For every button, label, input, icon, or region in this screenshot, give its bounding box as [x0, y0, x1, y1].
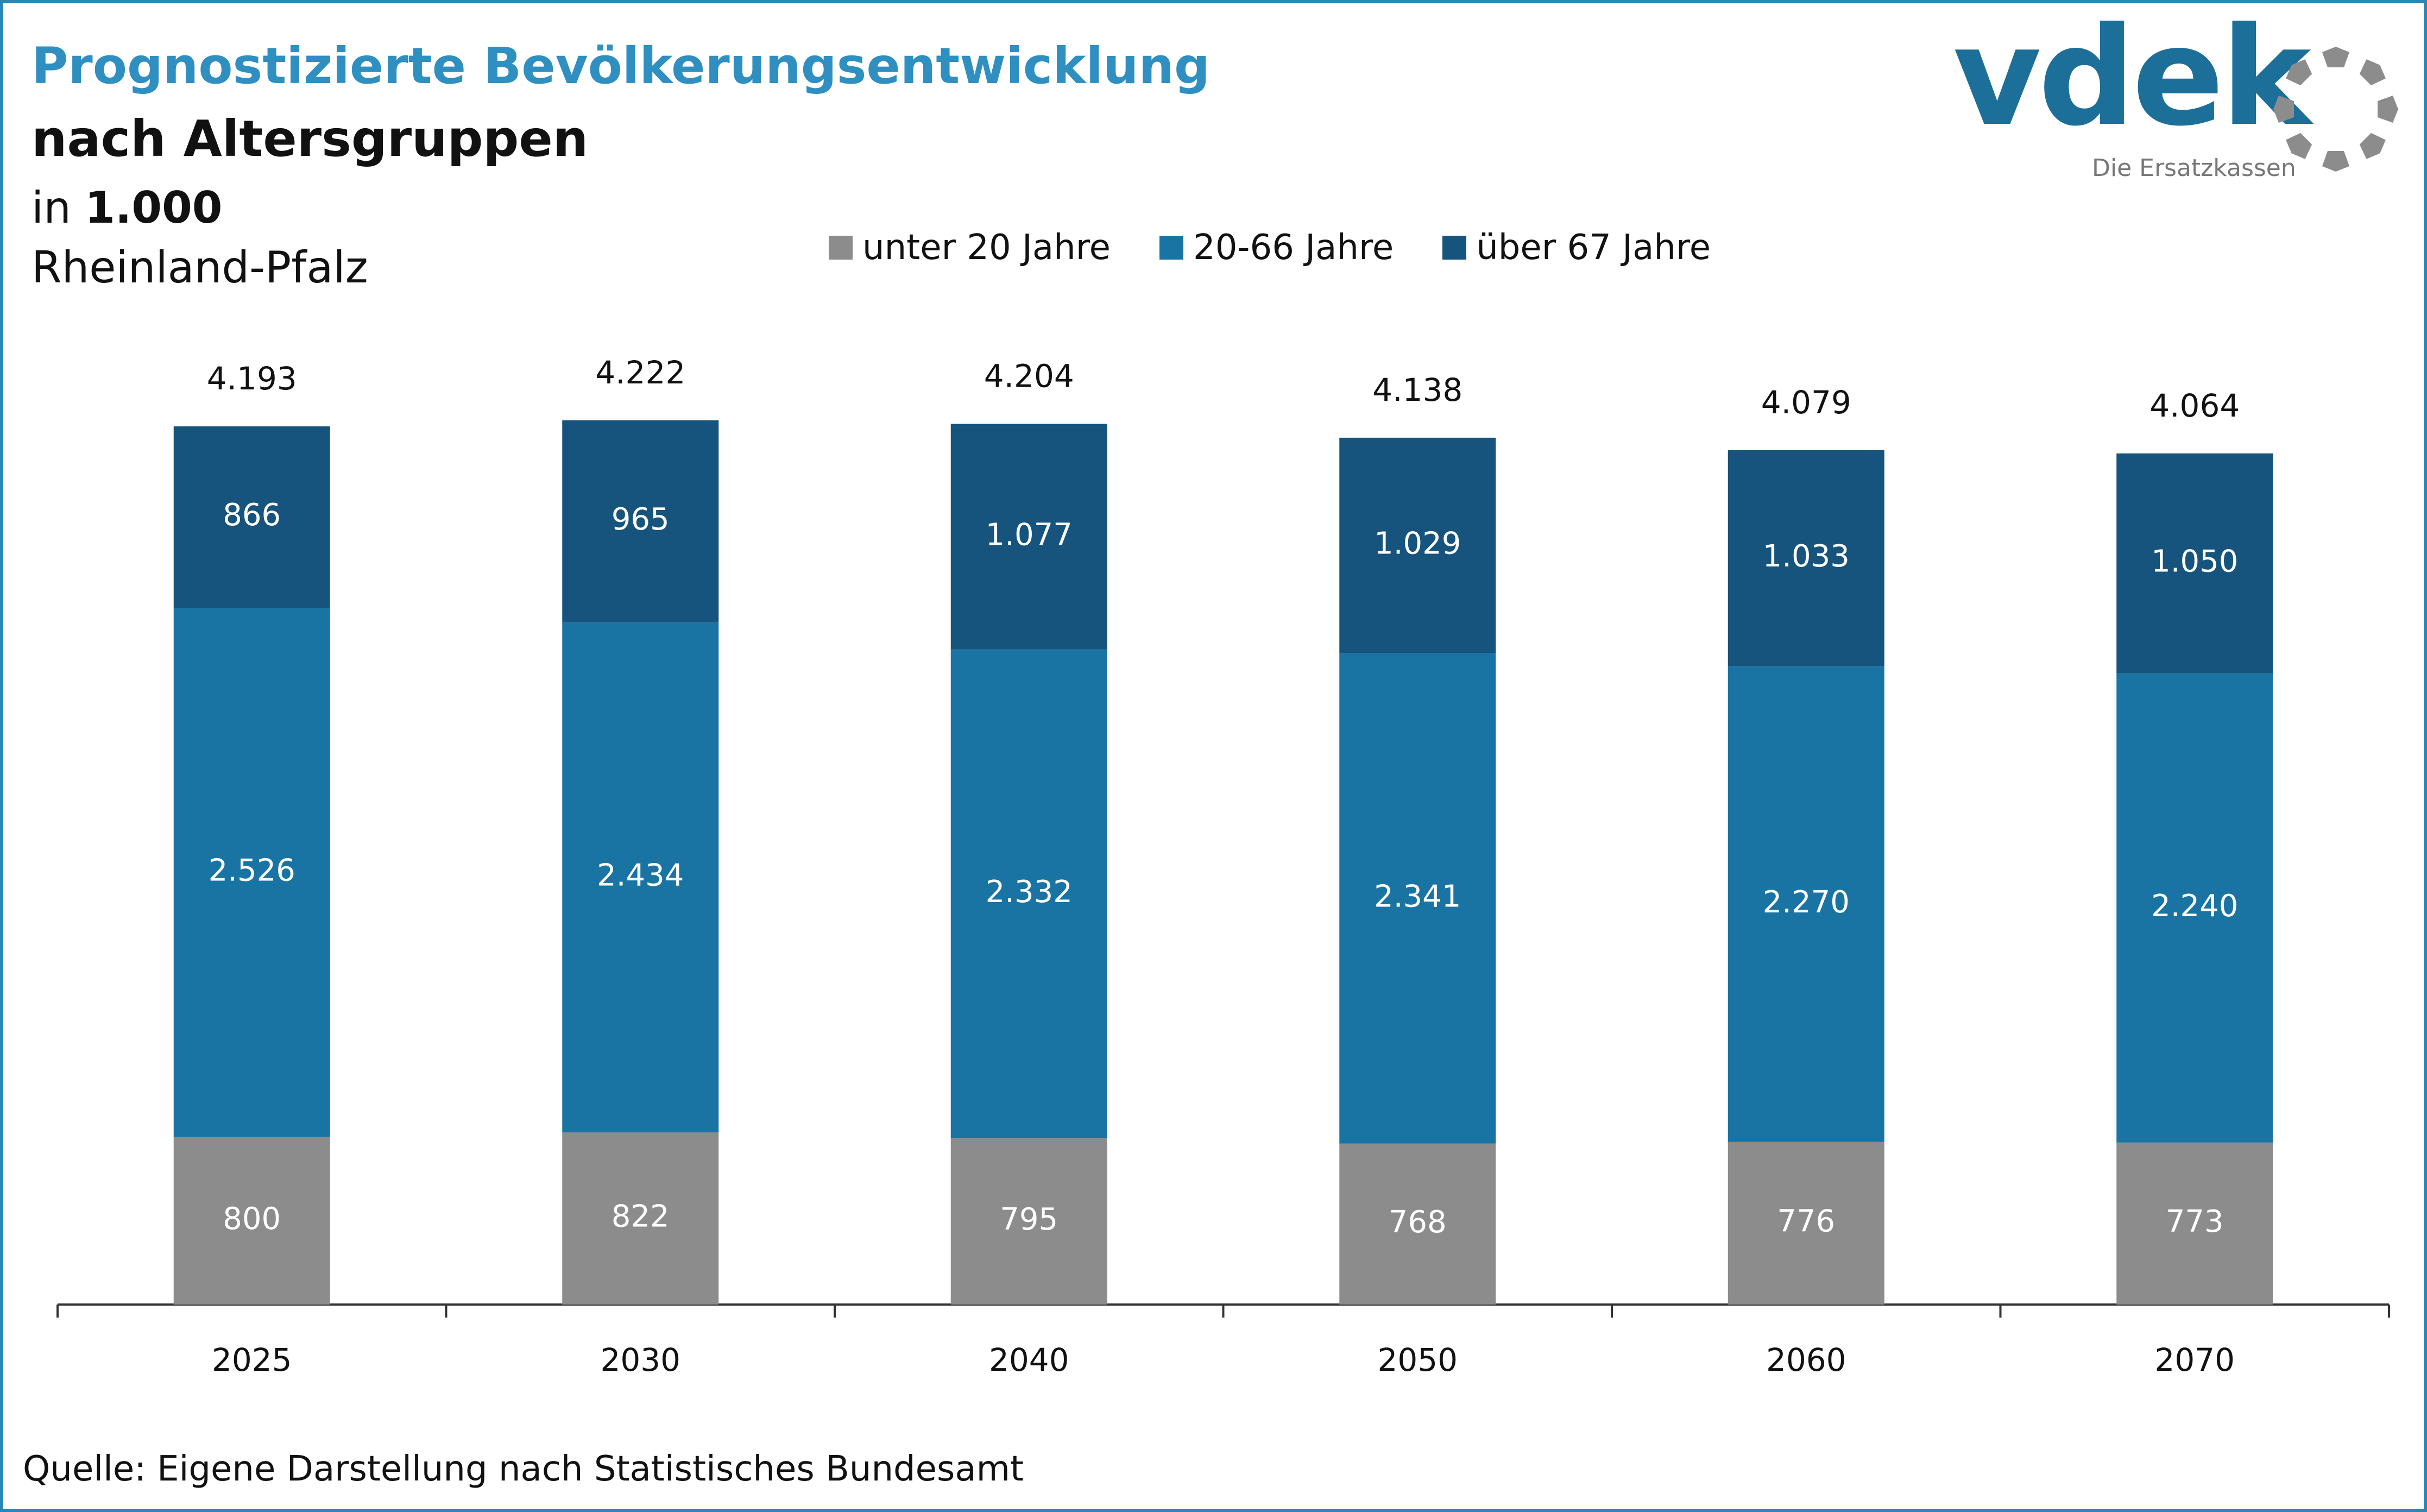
bar-segment [562, 622, 719, 1132]
bar-segment [173, 1137, 330, 1305]
logo-ring-icon [2273, 47, 2398, 172]
bar-segment [2116, 673, 2273, 1143]
bar-segment [173, 608, 330, 1137]
bar-segment-label: 2.270 [1763, 885, 1850, 920]
bar-segment [1728, 1142, 1884, 1305]
vdek-logo: vdek Die Ersatzkassen [1953, 0, 2409, 193]
x-tick-label: 2025 [212, 1341, 292, 1378]
legend-label-over67: über 67 Jahre [1476, 228, 1711, 268]
x-tick-label: 2070 [2154, 1341, 2235, 1378]
bar-total-label: 4.204 [984, 358, 1074, 395]
bar-segment-label: 2.240 [2151, 889, 2238, 924]
bar-segment [2116, 453, 2273, 673]
legend: unter 20 Jahre 20-66 Jahre über 67 Jahre [829, 226, 1760, 269]
bar-segment-label: 1.033 [1763, 539, 1850, 574]
bar-segment-label: 2.526 [209, 853, 295, 888]
bar-segment-label: 800 [223, 1201, 281, 1237]
bar-segment-label: 795 [1000, 1202, 1058, 1237]
bar-segment [950, 649, 1107, 1138]
unit-prefix: in [31, 182, 71, 233]
bar-segment [950, 1138, 1107, 1305]
chart-subtitle: nach Altersgruppen [31, 110, 589, 168]
bar-segment [1339, 437, 1496, 653]
bar-segment-label: 2.341 [1374, 879, 1461, 914]
unit-label: in 1.000 [31, 182, 222, 233]
bar-total-label: 4.064 [2149, 387, 2240, 424]
bar-segment-label: 866 [223, 497, 281, 533]
chart-title: Prognostizierte Bevölkerungsentwicklung [31, 37, 1210, 95]
bar-segment-label: 773 [2166, 1204, 2224, 1239]
bar-segment-label: 1.029 [1374, 526, 1461, 562]
bar-segment-label: 768 [1389, 1205, 1447, 1240]
x-tick-label: 2030 [600, 1341, 680, 1378]
bar-segment [1728, 666, 1884, 1142]
x-tick-label: 2060 [1766, 1341, 1846, 1378]
bar-segment [173, 426, 330, 608]
bar-segment-label: 2.332 [986, 874, 1073, 910]
bar-segment-label: 1.050 [2151, 544, 2238, 579]
bar-segment [562, 420, 719, 623]
stacked-bar-chart: 800 2.526 866 4.193 2025 822 2.434 965 4.222 2030… [56, 354, 2390, 1378]
source-note: Quelle: Eigene Darstellung nach Statisti… [23, 1449, 1024, 1489]
logo-wordmark: vdek [1953, 0, 2311, 156]
legend-swatch-mid [1159, 236, 1183, 260]
bar-segment-label: 965 [612, 502, 670, 537]
legend-item-under20: unter 20 Jahre [829, 228, 1111, 268]
bar-segment [1339, 1143, 1496, 1305]
bar-segment [2116, 1142, 2273, 1305]
logo-tagline: Die Ersatzkassen [2092, 154, 2296, 182]
x-tick-label: 2040 [989, 1341, 1069, 1378]
bar-segment-label: 1.077 [986, 517, 1073, 552]
bar-segment [950, 424, 1107, 650]
region-label: Rheinland-Pfalz [31, 242, 368, 293]
bar-segment-label: 776 [1777, 1204, 1835, 1239]
bar-total-label: 4.193 [207, 360, 297, 397]
bar-segment [562, 1132, 719, 1305]
legend-swatch-over67 [1442, 236, 1467, 260]
legend-label-mid: 20-66 Jahre [1193, 228, 1394, 268]
bar-segment [1339, 653, 1496, 1144]
x-tick-label: 2050 [1377, 1341, 1458, 1378]
bar-segment-label: 2.434 [597, 858, 684, 893]
legend-item-over67: über 67 Jahre [1442, 228, 1711, 268]
legend-label-under20: unter 20 Jahre [862, 228, 1111, 268]
unit-value: 1.000 [85, 182, 223, 233]
legend-item-mid: 20-66 Jahre [1159, 228, 1394, 268]
bar-segment-label: 822 [612, 1199, 670, 1234]
bar-total-label: 4.222 [595, 354, 685, 391]
legend-swatch-under20 [829, 236, 853, 260]
bar-total-label: 4.079 [1761, 384, 1851, 421]
bar-segment [1728, 450, 1884, 667]
bar-total-label: 4.138 [1372, 371, 1462, 408]
